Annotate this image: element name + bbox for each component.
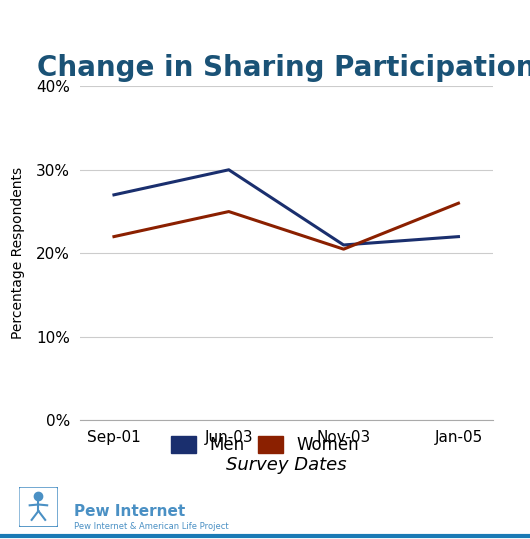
Text: Pew Internet: Pew Internet	[74, 504, 186, 519]
X-axis label: Survey Dates: Survey Dates	[226, 456, 347, 474]
Legend: Men, Women: Men, Women	[164, 429, 366, 461]
FancyBboxPatch shape	[19, 487, 58, 527]
Text: Pew Internet & American Life Project: Pew Internet & American Life Project	[74, 522, 229, 531]
Y-axis label: Percentage Respondents: Percentage Respondents	[11, 167, 25, 340]
Text: Change in Sharing Participation Rates: Change in Sharing Participation Rates	[37, 54, 530, 82]
